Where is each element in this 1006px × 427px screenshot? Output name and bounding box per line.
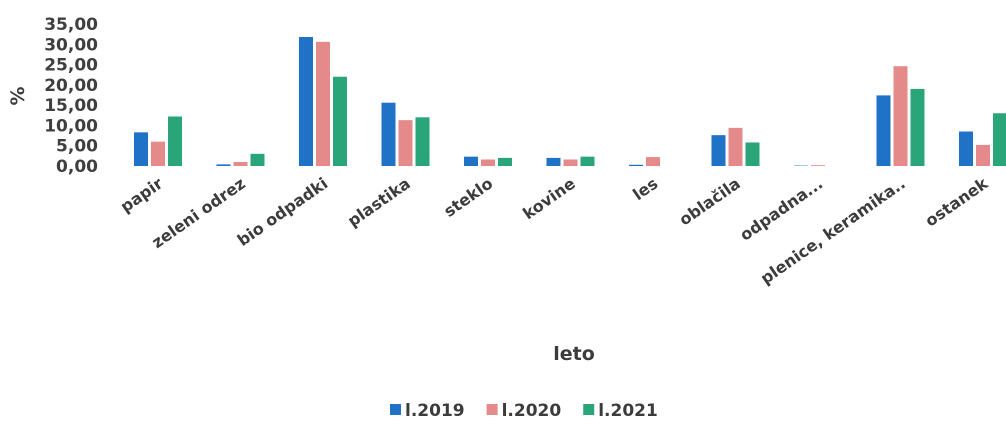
bar [168, 116, 182, 166]
legend-label: l.2019 [405, 401, 465, 421]
bar [893, 66, 908, 166]
x-tick-label: kovine [519, 174, 579, 224]
bar [646, 157, 660, 166]
bar [711, 135, 726, 166]
x-tick-label: steklo [440, 174, 496, 221]
bar [876, 95, 891, 166]
bar [498, 157, 512, 166]
x-tick-label: bio odpadki [234, 174, 332, 250]
legend-swatch [583, 404, 595, 415]
legend-label: l.2020 [502, 401, 562, 421]
bar [134, 132, 148, 166]
y-tick-label: 30,00 [44, 35, 98, 55]
bar [464, 156, 478, 166]
bar [976, 144, 990, 166]
bar [811, 165, 825, 166]
y-tick-label: 15,00 [44, 96, 98, 116]
x-tick-label: plenice, keramika.. [757, 174, 909, 288]
bar [580, 156, 595, 166]
bar [481, 159, 495, 166]
bar [728, 127, 743, 166]
x-axis-label: leto [553, 343, 595, 365]
bar [745, 142, 760, 166]
x-tick-label: plastika [344, 174, 414, 231]
legend: l.2019 l.2020 l.2021 [390, 401, 658, 421]
legend-label: l.2021 [598, 401, 658, 421]
y-tick-label: 25,00 [44, 56, 98, 76]
bar [216, 164, 231, 166]
bar [415, 117, 430, 166]
y-tick-label: 0,00 [56, 157, 98, 177]
y-tick-label: 5,00 [56, 137, 98, 157]
bar [563, 159, 578, 166]
y-tick-label: 35,00 [44, 15, 98, 35]
bar [910, 88, 925, 166]
bar [316, 41, 330, 167]
bar [959, 131, 973, 166]
y-axis-label: % [7, 86, 29, 105]
x-tick-label: ostanek [922, 174, 992, 231]
bar [299, 36, 313, 167]
y-tick-label: 20,00 [44, 76, 98, 96]
bar [398, 120, 413, 166]
legend-swatch [390, 404, 401, 415]
bar [333, 76, 347, 166]
y-tick-label: 10,00 [44, 116, 98, 136]
bars [134, 36, 1006, 167]
bar [151, 141, 165, 166]
x-tick-label: papir [117, 174, 167, 217]
bar [381, 102, 396, 166]
bar [629, 164, 643, 166]
bar [993, 113, 1006, 166]
bar [546, 157, 561, 166]
x-tick-label: les [629, 174, 661, 204]
x-tick-label: oblačila [676, 174, 744, 230]
bar [233, 161, 248, 166]
legend-swatch [486, 404, 498, 415]
bar [250, 153, 265, 166]
